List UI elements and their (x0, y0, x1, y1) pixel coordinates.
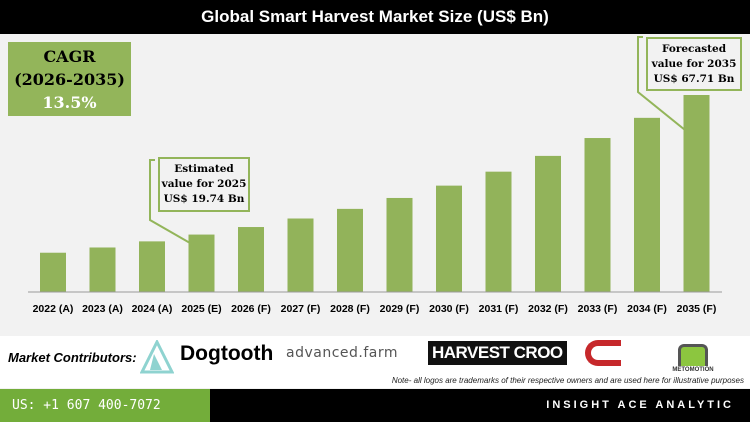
x-tick-label: 2024 (A) (132, 303, 173, 315)
callout-line: Estimated (174, 163, 234, 175)
x-tick-label: 2032 (F) (528, 303, 568, 315)
cagr-box: CAGR (2026-2035) 13.5% (8, 42, 131, 116)
callout-line: value for 2025 (161, 178, 247, 190)
x-tick-label: 2023 (A) (82, 303, 123, 315)
cagr-label: CAGR (43, 47, 96, 66)
callout-line: US$ 19.74 Bn (163, 193, 245, 205)
bar-2030 (F) (436, 185, 462, 292)
metomotion-logo-icon (678, 344, 708, 366)
estimated-callout: Estimated value for 2025 US$ 19.74 Bn (158, 157, 250, 212)
chart-title: Global Smart Harvest Market Size (US$ Bn… (0, 0, 750, 34)
phone-number[interactable]: US: +1 607 400-7072 (0, 389, 210, 422)
x-tick-label: 2028 (F) (330, 303, 370, 315)
bar-2028 (F) (337, 208, 363, 292)
bar-2025 (E) (188, 234, 215, 292)
estimated-connector (149, 159, 191, 244)
contributors-label: Market Contributors: (8, 350, 137, 365)
advanced-farm-logo: advanced.farm (286, 345, 399, 361)
dogtooth-logo: Dogtooth (180, 342, 274, 365)
x-tick-label: 2030 (F) (429, 303, 469, 315)
bar-2029 (F) (386, 197, 413, 292)
bar-2035 (F) (683, 95, 710, 292)
cagr-value: 13.5% (42, 93, 97, 112)
x-tick-label: 2025 (E) (181, 303, 221, 315)
harvest-croo-logo: HARVEST CROO (428, 341, 567, 365)
forecasted-connector (637, 36, 686, 131)
cagr-period: (2026-2035) (14, 70, 125, 89)
ff-robotics-logo-icon (585, 340, 621, 366)
bar-2022 (A) (40, 252, 66, 292)
bar-2026 (F) (238, 227, 264, 292)
trademark-note: Note- all logos are trademarks of their … (391, 376, 744, 385)
bar-2024 (A) (139, 241, 165, 292)
x-tick-label: 2031 (F) (479, 303, 519, 315)
brand-name: INSIGHT ACE ANALYTIC (546, 399, 734, 411)
callout-line: value for 2035 (651, 58, 737, 70)
x-tick-label: 2034 (F) (627, 303, 667, 315)
bar-2031 (F) (485, 171, 512, 292)
forecasted-callout: Forecasted value for 2035 US$ 67.71 Bn (646, 37, 742, 91)
x-tick-label: 2026 (F) (231, 303, 271, 315)
bar-2033 (F) (584, 138, 611, 292)
callout-line: US$ 67.71 Bn (653, 73, 735, 85)
bar-2034 (F) (634, 117, 660, 292)
footer-bar: INSIGHT ACE ANALYTIC (210, 389, 750, 422)
bar-chart: 2022 (A) 2023 (A) 2024 (A) 2025 (E) 2026 (F)… (28, 36, 722, 315)
x-tick-label: 2029 (F) (380, 303, 420, 315)
callout-line: Forecasted (661, 43, 727, 55)
x-tick-label: 2035 (F) (677, 303, 717, 315)
dogtooth-logo-icon (139, 338, 175, 374)
x-tick-label: 2033 (F) (578, 303, 618, 315)
bar-2027 (F) (287, 218, 314, 292)
contributors-row: Market Contributors: Dogtooth advanced.f… (0, 336, 750, 388)
bar-2032 (F) (535, 155, 561, 292)
x-tick-label: 2027 (F) (281, 303, 321, 315)
metomotion-logo: METOMOTION (672, 367, 714, 373)
bar-2023 (A) (89, 247, 116, 292)
x-tick-label: 2022 (A) (33, 303, 74, 315)
